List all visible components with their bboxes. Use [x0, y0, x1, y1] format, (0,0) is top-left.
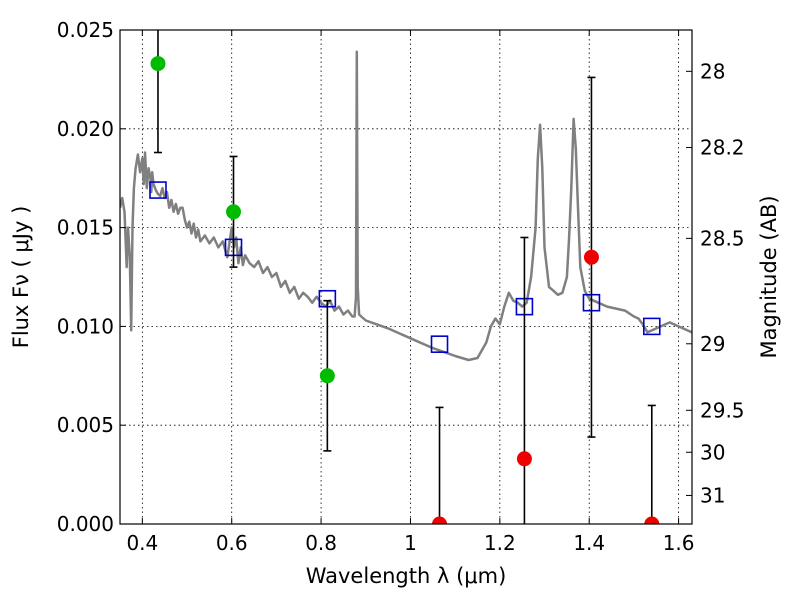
x-tick-label: 1.4 — [573, 531, 605, 555]
non-detection-flux-point — [516, 451, 532, 467]
detected-flux-point — [150, 56, 166, 72]
x-tick-label: 0.6 — [216, 531, 248, 555]
non-detection-flux-point — [644, 516, 660, 524]
plot-area — [120, 30, 692, 524]
model-spectrum-layer — [120, 50, 692, 362]
x-tick-label: 1.6 — [663, 531, 695, 555]
axis-ticks — [120, 29, 692, 525]
model-photometry-marker — [430, 335, 449, 353]
magnitude-tick-label: 28.2 — [700, 135, 745, 159]
detected-flux-point — [226, 204, 242, 220]
plot-frame — [119, 29, 693, 525]
x-tick-label: 0.4 — [126, 531, 158, 555]
y-tick-label: 0.015 — [57, 216, 114, 240]
x-axis-title: Wavelength λ (μm) — [306, 564, 507, 588]
x-tick-label: 1.2 — [484, 531, 516, 555]
y-tick-label: 0.005 — [57, 413, 114, 437]
model-photometry-layer — [149, 181, 661, 353]
magnitude-tick-label: 28.5 — [700, 226, 745, 250]
non-detection-flux-point — [583, 249, 599, 265]
y-tick-label: 0.000 — [57, 512, 114, 536]
magnitude-tick-label: 28 — [700, 59, 725, 83]
x-tick-label: 0.8 — [305, 531, 337, 555]
magnitude-tick-labels: 28 28.2 28.5 29 29.5 30 31 — [700, 59, 745, 507]
magnitude-axis-title: Magnitude (AB) — [757, 195, 781, 358]
y-tick-label: 0.020 — [57, 117, 114, 141]
y-tick-label: 0.025 — [57, 18, 114, 42]
magnitude-tick-label: 29.5 — [700, 398, 745, 422]
x-tick-labels: 0.4 0.6 0.8 1 1.2 1.4 1.6 — [126, 531, 694, 555]
observed-points-layer — [150, 56, 660, 524]
model-photometry-marker — [642, 317, 661, 336]
model-spectrum-line — [120, 50, 692, 362]
detected-flux-point — [319, 368, 335, 384]
y-tick-label: 0.010 — [57, 314, 114, 338]
x-tick-label: 1 — [404, 531, 417, 555]
model-photometry-marker — [149, 181, 167, 199]
y-tick-labels: 0.000 0.005 0.010 0.015 0.020 0.025 — [57, 18, 114, 536]
magnitude-tick-label: 29 — [700, 332, 725, 356]
magnitude-tick-label: 30 — [700, 440, 725, 464]
magnitude-tick-label: 31 — [700, 483, 725, 507]
y-axis-title: Flux Fν ( μJy ) — [9, 206, 33, 349]
non-detection-flux-point — [432, 516, 448, 524]
